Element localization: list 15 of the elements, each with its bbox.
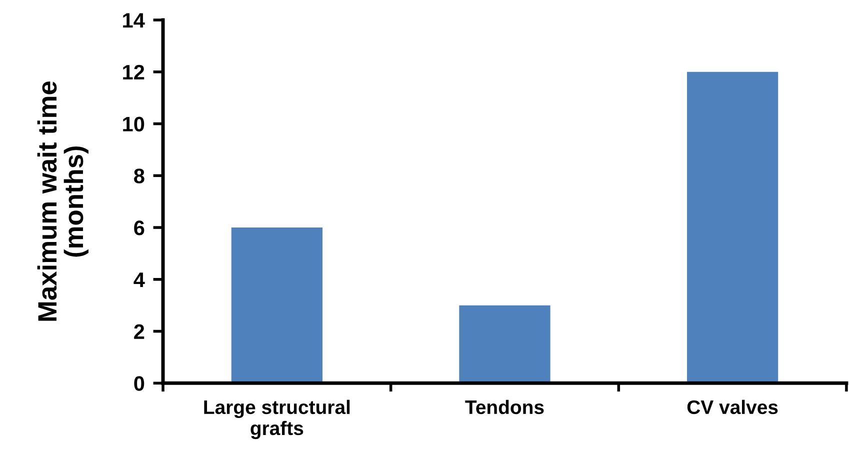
y-tick-label: 10: [123, 116, 144, 132]
y-tick-label: 14: [123, 13, 145, 28]
y-tick-label: 4: [134, 272, 145, 287]
bar: [459, 305, 550, 384]
x-tick-label: CV valves: [687, 400, 778, 414]
y-tick-label: 12: [123, 64, 144, 80]
y-tick-label: 8: [134, 168, 144, 184]
x-tick-label: Large structural grafts: [204, 400, 350, 440]
y-tick-label: 2: [134, 324, 144, 339]
y-axis-title: Maximum wait time (months): [37, 81, 88, 321]
y-tick-label: 6: [134, 220, 144, 236]
y-tick-label: 0: [134, 376, 144, 391]
x-tick-label: Tendons: [465, 400, 544, 414]
bar: [231, 228, 322, 384]
bar: [686, 72, 778, 384]
